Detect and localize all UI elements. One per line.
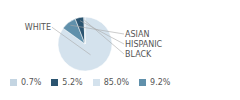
- html-text:5.2%: 5.2%: [62, 78, 83, 87]
- html-text:85.0%: 85.0%: [103, 78, 130, 87]
- svg-text:HISPANIC: HISPANIC: [125, 40, 163, 49]
- html-text:0.7%: 0.7%: [21, 78, 42, 87]
- svg-text:WHITE: WHITE: [25, 23, 51, 32]
- svg-text:ASIAN: ASIAN: [125, 30, 149, 39]
- svg-text:BLACK: BLACK: [125, 50, 152, 59]
- html-text:9.2%: 9.2%: [150, 78, 171, 87]
